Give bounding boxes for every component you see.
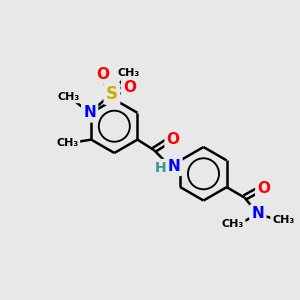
Text: O: O [97,67,110,82]
Text: H: H [154,161,166,175]
Text: O: O [257,181,270,196]
Text: N: N [168,159,180,174]
Text: N: N [251,206,264,221]
Text: CH₃: CH₃ [221,219,244,229]
Text: O: O [167,132,180,147]
Text: S: S [106,85,118,103]
Text: CH₃: CH₃ [117,68,140,78]
Text: O: O [123,80,136,95]
Text: CH₃: CH₃ [272,215,294,225]
Text: CH₃: CH₃ [58,92,80,101]
Text: CH₃: CH₃ [56,138,79,148]
Text: N: N [83,105,96,120]
